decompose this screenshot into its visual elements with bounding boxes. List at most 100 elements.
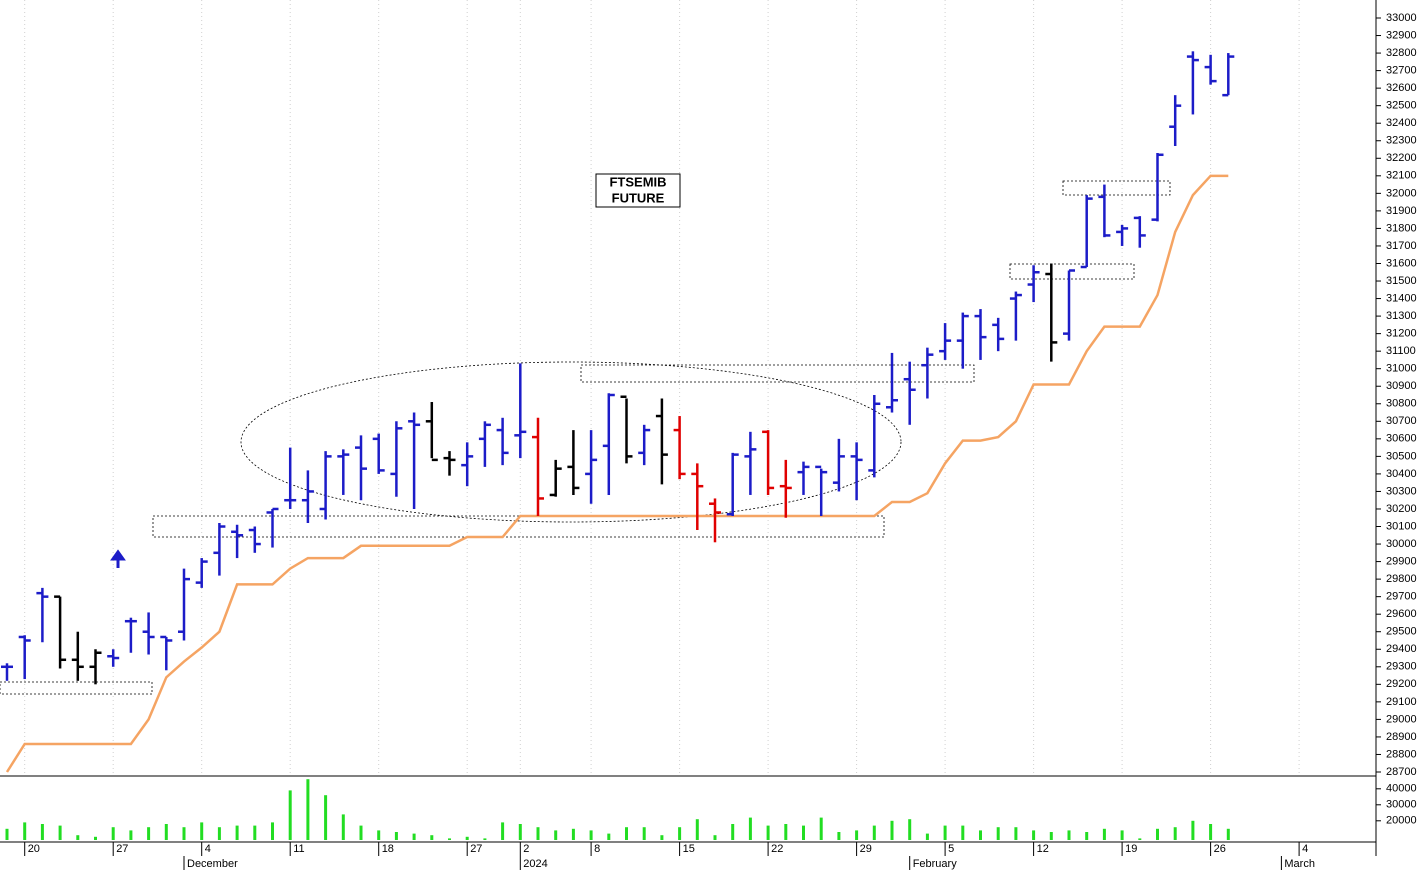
month-label: 2024 (523, 858, 547, 870)
volume-bar (58, 825, 62, 840)
volume-bar (642, 827, 646, 840)
month-label: March (1284, 858, 1315, 870)
range-box (0, 681, 153, 695)
x-tick-label: 27 (470, 843, 482, 855)
volume-bar (1226, 828, 1230, 840)
volume-bar (1102, 828, 1106, 840)
x-tick-label: 27 (116, 843, 128, 855)
volume-bar (129, 830, 133, 840)
volume-bar (5, 828, 9, 840)
volume-bar (430, 835, 434, 840)
volume-bar (943, 825, 947, 840)
volume-bar (1173, 827, 1177, 840)
x-tick-label: 26 (1214, 843, 1226, 855)
up-arrow (110, 549, 126, 568)
y-tick-label: 32600 (1386, 82, 1417, 94)
volume-bar (200, 822, 204, 840)
volume-bar (394, 832, 398, 840)
y-tick-label: 29500 (1386, 626, 1417, 638)
y-tick-label: 32800 (1386, 47, 1417, 59)
volume-bar (164, 824, 168, 840)
volume-bar (908, 819, 912, 840)
x-tick-label: 2 (523, 843, 529, 855)
y-tick-label: 30600 (1386, 433, 1417, 445)
annotation-shapes (0, 180, 1171, 695)
y-tick-label: 29700 (1386, 591, 1417, 603)
volume-bar (306, 779, 310, 840)
y-tick-label: 30200 (1386, 503, 1417, 515)
volume-bar (501, 822, 505, 840)
volume-bar (855, 830, 859, 840)
volume-tick-label: 30000 (1386, 799, 1417, 811)
volume-bar (147, 827, 151, 840)
y-tick-label: 28800 (1386, 748, 1417, 760)
volume-bar (465, 836, 469, 840)
volume-bar (554, 830, 558, 840)
month-label: February (913, 858, 958, 870)
y-tick-label: 32100 (1386, 170, 1417, 182)
y-tick-label: 31800 (1386, 222, 1417, 234)
y-tick-label: 32400 (1386, 117, 1417, 129)
volume-bar (607, 833, 611, 840)
volume-bar (518, 824, 522, 840)
volume-bar (979, 830, 982, 840)
volume-bar (271, 822, 274, 840)
volume-bar (925, 833, 929, 840)
y-tick-label: 31700 (1386, 240, 1417, 252)
y-tick-label: 30800 (1386, 398, 1417, 410)
y-tick-label: 31300 (1386, 310, 1417, 322)
y-tick-label: 31400 (1386, 292, 1417, 304)
volume-bar (837, 832, 841, 840)
x-tick-label: 12 (1037, 843, 1049, 855)
volume-tick-label: 40000 (1386, 783, 1417, 795)
volume-bar (412, 833, 416, 840)
y-tick-label: 31500 (1386, 275, 1417, 287)
volume-bar (678, 827, 682, 840)
plot-area (1, 51, 1235, 840)
volume-bar (571, 828, 575, 840)
y-tick-label: 31200 (1386, 328, 1417, 340)
volume-bar (1209, 824, 1213, 840)
volume-bar (695, 819, 699, 840)
y-tick-label: 28700 (1386, 766, 1417, 778)
volume-bar (1191, 820, 1195, 840)
volume-bar (253, 825, 257, 840)
x-tick-label: 29 (860, 843, 872, 855)
y-tick-label: 30000 (1386, 538, 1417, 550)
y-tick-label: 30400 (1386, 468, 1417, 480)
y-tick-label: 29100 (1386, 696, 1417, 708)
volume-bar (731, 824, 735, 840)
volume-bar (1138, 838, 1142, 840)
y-tick-label: 31000 (1386, 363, 1417, 375)
volume-bar (872, 825, 876, 840)
y-tick-label: 32900 (1386, 29, 1417, 41)
volume-bar (235, 825, 239, 840)
volume-tick-label: 20000 (1386, 815, 1417, 827)
volume-bar (819, 817, 823, 840)
range-box (1062, 180, 1171, 196)
range-box (580, 364, 975, 383)
annotation-box (595, 173, 681, 208)
volume-bar (448, 838, 451, 840)
volume-bar (23, 822, 27, 840)
x-tick-label: 20 (28, 843, 40, 855)
volume-bar (288, 790, 292, 840)
annotation: FUTURE (612, 190, 665, 205)
volume-bar (1032, 830, 1036, 840)
range-box (1009, 263, 1135, 280)
volume-bar (111, 827, 115, 840)
stop-line (5, 174, 1229, 773)
y-tick-label: 31900 (1386, 205, 1417, 217)
annotation: FTSEMIB (609, 174, 666, 189)
y-tick-label: 29800 (1386, 573, 1417, 585)
volume-bar (76, 835, 80, 840)
volume-bar (483, 838, 487, 840)
y-tick-label: 28900 (1386, 731, 1417, 743)
y-tick-label: 29000 (1386, 713, 1417, 725)
volume-bar (1049, 832, 1053, 840)
x-tick-label: 15 (683, 843, 695, 855)
x-tick-label: 5 (948, 843, 954, 855)
x-tick-label: 4 (205, 843, 211, 855)
volume-bar (766, 825, 770, 840)
volume-bar (377, 830, 381, 840)
